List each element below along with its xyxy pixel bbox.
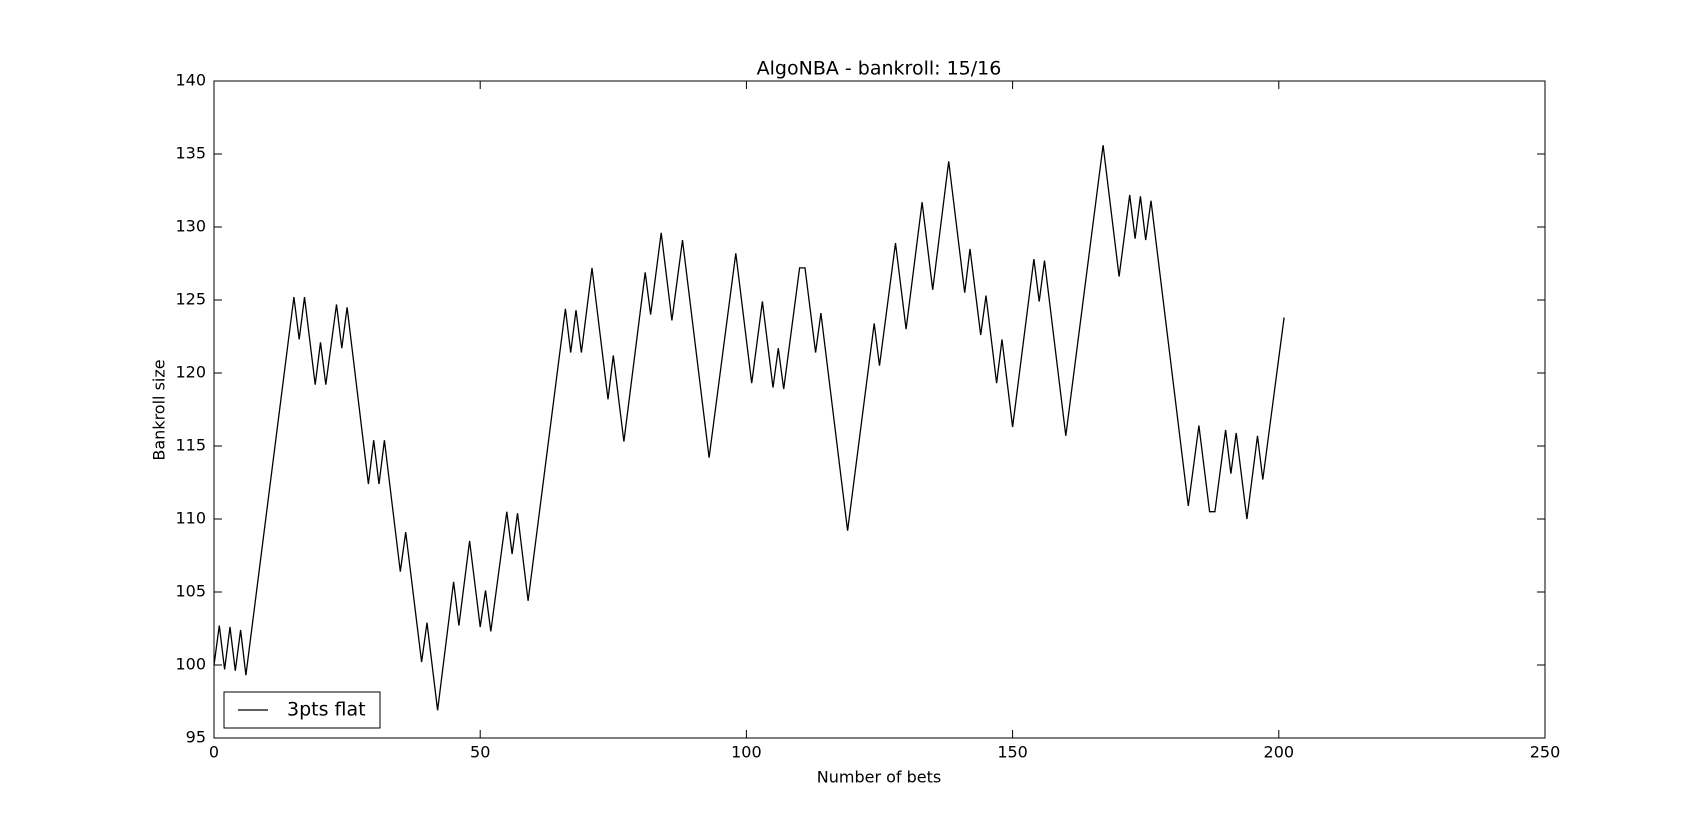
x-tick-label: 250 xyxy=(1530,743,1561,762)
y-tick-label: 115 xyxy=(175,436,206,455)
y-axis-label: Bankroll size xyxy=(150,359,169,460)
x-axis-label: Number of bets xyxy=(817,768,941,787)
y-tick-label: 105 xyxy=(175,582,206,601)
chart-title: AlgoNBA - bankroll: 15/16 xyxy=(757,58,1002,80)
y-tick-label: 110 xyxy=(175,509,206,528)
x-tick-label: 200 xyxy=(1264,743,1295,762)
data-line xyxy=(213,145,1285,711)
legend-label: 3pts flat xyxy=(287,699,366,721)
y-tick-label: 95 xyxy=(186,728,206,747)
y-tick-label: 140 xyxy=(175,71,206,90)
y-tick-label: 125 xyxy=(175,290,206,309)
y-tick-label: 135 xyxy=(175,144,206,163)
x-tick-label: 0 xyxy=(209,743,219,762)
x-tick-label: 50 xyxy=(470,743,490,762)
plot-frame xyxy=(213,80,1546,739)
x-tick-label: 150 xyxy=(997,743,1028,762)
x-tick-label: 100 xyxy=(731,743,762,762)
y-tick-label: 100 xyxy=(175,655,206,674)
y-tick-label: 130 xyxy=(175,217,206,236)
y-tick-label: 120 xyxy=(175,363,206,382)
